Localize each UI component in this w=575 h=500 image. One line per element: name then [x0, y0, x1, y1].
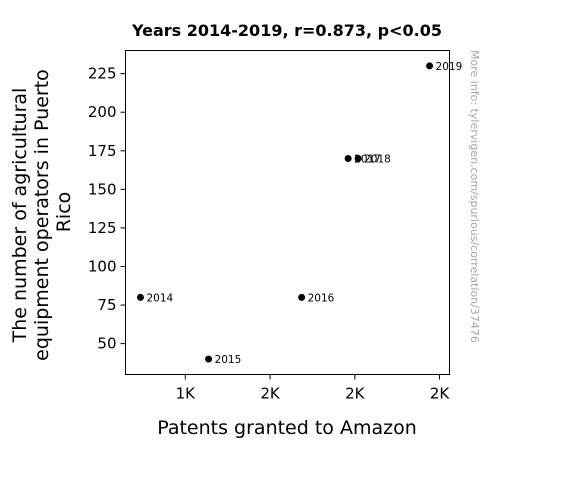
data-point	[205, 355, 213, 363]
chart-title: Years 2014-2019, r=0.873, p<0.05	[131, 21, 442, 40]
y-axis-label-line-1: The number of agricultural	[9, 88, 31, 344]
y-tick-label: 125	[88, 219, 117, 237]
x-tick-label: 1K	[176, 385, 197, 403]
data-point-label: 2014	[146, 292, 173, 304]
data-point	[426, 62, 434, 70]
y-axis-label-line-3: Rico	[53, 192, 75, 233]
x-tick-label: 2K	[430, 385, 451, 403]
data-point-label: 2018	[364, 154, 391, 166]
y-axis-label: The number of agricultural equipment ope…	[9, 63, 75, 361]
data-point-label: 2019	[436, 61, 463, 73]
y-tick-label: 75	[97, 296, 116, 314]
y-tick-label: 100	[88, 258, 117, 276]
data-point-label: 2016	[308, 292, 335, 304]
y-axis: 50 75 100 125 150 175 200 225	[88, 65, 126, 353]
data-point	[344, 155, 352, 162]
x-tick-label: 2K	[345, 385, 366, 403]
y-tick-label: 225	[88, 65, 117, 83]
y-tick-label: 175	[88, 142, 117, 160]
data-point	[298, 293, 306, 301]
data-point	[354, 155, 362, 162]
x-axis-label: Patents granted to Amazon	[157, 417, 417, 439]
y-tick-label: 200	[88, 103, 117, 121]
plot-area	[125, 50, 450, 375]
data-point-label: 2015	[215, 354, 242, 366]
x-tick-label: 2K	[260, 385, 281, 403]
watermark: More info: tylervigen.com/spurious/corre…	[468, 50, 481, 343]
data-point	[136, 293, 144, 301]
x-axis: 1K 2K 2K 2K	[176, 374, 451, 403]
y-axis-label-line-2: equipment operators in Puerto	[31, 69, 53, 361]
y-tick-label: 50	[97, 335, 116, 353]
y-tick-label: 150	[88, 180, 117, 198]
